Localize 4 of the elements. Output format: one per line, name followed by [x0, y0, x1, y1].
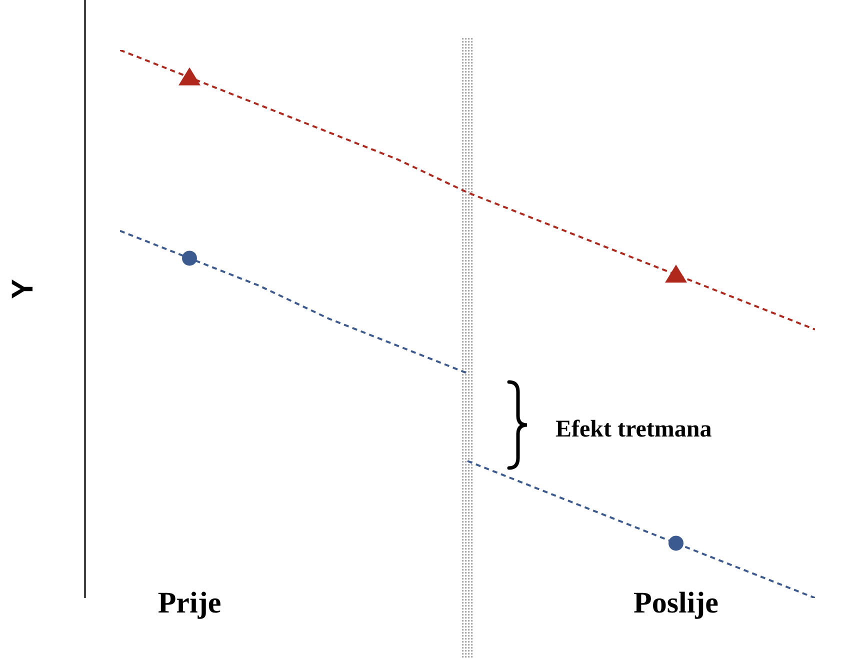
x-tick-label: Prije — [158, 586, 222, 620]
y-axis-title: Y — [6, 278, 40, 299]
x-tick-label: Poslije — [634, 586, 718, 620]
annotation: Efekt tretmana — [556, 416, 712, 444]
